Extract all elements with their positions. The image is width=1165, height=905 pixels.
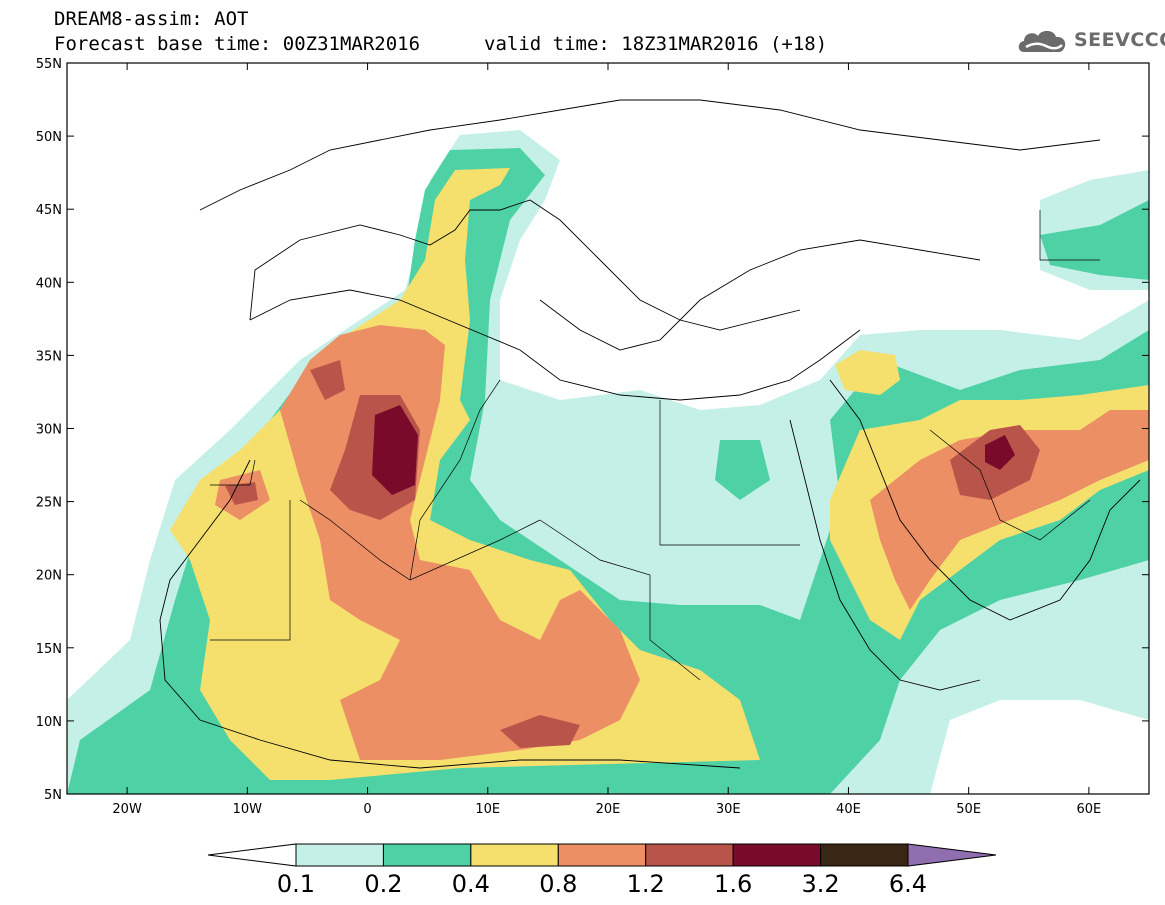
colorbar-swatch [557, 843, 647, 867]
colorbar-label: 0.1 [277, 870, 315, 898]
colorbar-high-arrow [907, 843, 997, 867]
colorbar-label: 1.6 [714, 870, 752, 898]
aot-level-1.6 [372, 405, 1015, 495]
colorbar-swatch [645, 843, 734, 867]
colorbar-label: 0.2 [364, 870, 402, 898]
y-tick-label: 40N [36, 276, 62, 291]
y-tick-label: 50N [36, 130, 62, 145]
colorbar-swatch [382, 843, 472, 867]
colorbar-label: 0.4 [452, 870, 490, 898]
colorbar: 0.1 0.2 0.4 0.8 1.2 1.6 3.2 6.4 [207, 843, 997, 898]
colorbar-swatch [470, 843, 559, 867]
colorbar-label: 3.2 [801, 870, 839, 898]
y-tick-label: 5N [44, 788, 62, 803]
y-tick-label: 20N [36, 569, 62, 584]
forecast-base-time: Forecast base time: 00Z31MAR2016 [54, 33, 421, 55]
colorbar-low-arrow [207, 843, 297, 867]
x-tick-label: 20W [112, 802, 142, 817]
x-tick-label: 20E [596, 802, 621, 817]
colorbar-swatch [295, 843, 384, 867]
valid-time: valid time: 18Z31MAR2016 (+18) [484, 33, 828, 55]
x-tick-label: 0 [363, 802, 371, 817]
coastlines [159, 99, 1141, 769]
y-tick-label: 35N [36, 349, 62, 364]
cloud-logo-icon [1018, 30, 1066, 52]
borders [210, 210, 1100, 681]
y-tick-label: 30N [36, 423, 62, 438]
x-tick-label: 40E [836, 802, 861, 817]
y-tick-label: 45N [36, 203, 62, 218]
y-tick-label: 25N [36, 496, 62, 511]
x-tick-label: 10E [475, 802, 500, 817]
seevccc-logo: SEEVCCC [1016, 26, 1165, 56]
x-tick-label: 50E [956, 802, 981, 817]
colorbar-label: 0.8 [539, 870, 577, 898]
colorbar-label: 1.2 [627, 870, 665, 898]
longitude-axis: 20W 10W 0 10E 20E 30E 40E 50E 60E [112, 63, 1101, 817]
colorbar-swatch [820, 843, 909, 867]
map-title: DREAM8-assim: AOT [54, 8, 249, 30]
x-tick-label: 60E [1077, 802, 1102, 817]
colorbar-swatch [732, 843, 822, 867]
y-tick-label: 15N [36, 642, 62, 657]
y-tick-label: 10N [36, 715, 62, 730]
colorbar-label: 6.4 [889, 870, 927, 898]
latitude-axis: 55N 50N 45N 40N 35N 30N 25N 20N 15N 10N 5N [36, 57, 1149, 803]
x-tick-label: 10W [233, 802, 263, 817]
dust-aot-field [67, 63, 1149, 794]
x-tick-label: 30E [716, 802, 741, 817]
y-tick-label: 55N [36, 57, 62, 72]
logo-text: SEEVCCC [1074, 29, 1165, 51]
